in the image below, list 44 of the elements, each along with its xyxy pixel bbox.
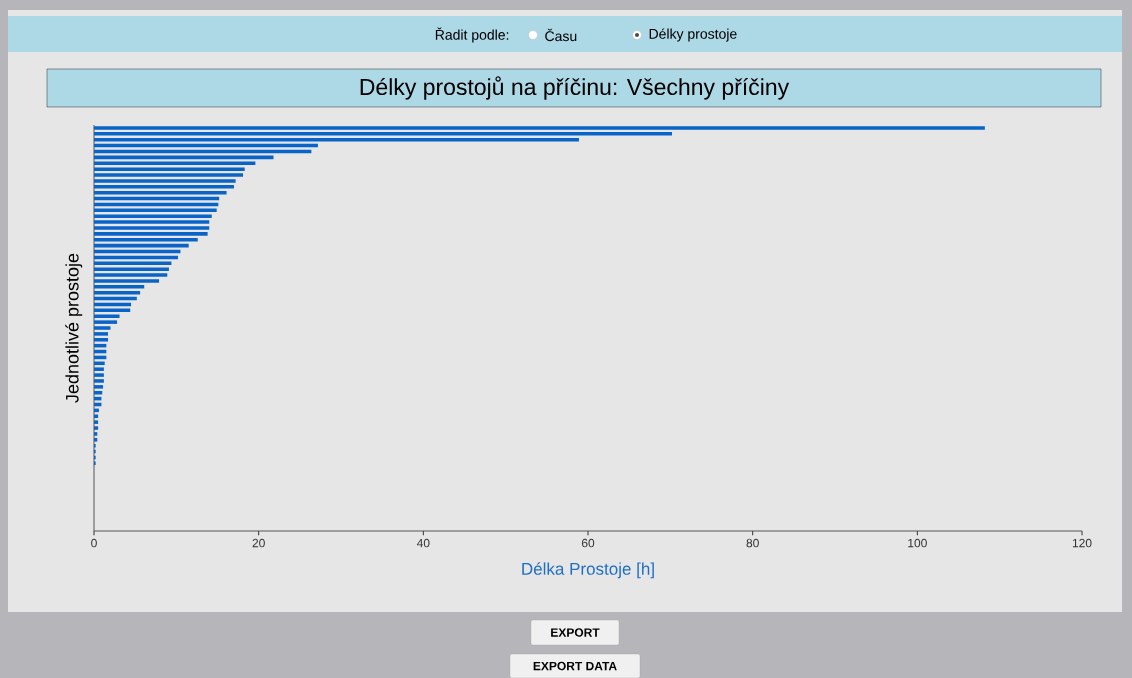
bar [94,214,212,218]
bar [94,320,118,324]
bar [94,373,104,377]
x-tick-label: 120 [1072,538,1092,548]
bar [94,332,108,336]
chart-title: Délky prostojů na příčinu: Všechny příčiny [360,76,790,100]
bar [94,161,256,165]
bar [94,326,111,330]
bar [94,337,108,342]
bar [94,314,120,318]
text: EXPORT [551,628,600,637]
bar [94,226,210,230]
bar [94,273,168,277]
bar [94,284,145,289]
x-tick-label: 0 [91,538,97,548]
x-tick-label: 100 [908,538,927,548]
y-axis-title: Jednotlivé prostoje [65,253,83,403]
bar [94,426,99,430]
bar [94,237,198,242]
x-tick-label: 40 [416,538,430,548]
bar [94,437,98,442]
text: Délky prostoje [649,28,737,42]
bar [94,232,208,236]
bar [94,184,234,189]
x-tick-label: 60 [581,538,595,548]
bar [94,179,236,183]
bar [94,279,160,283]
bar [94,220,210,224]
bar [94,420,99,424]
bar [94,432,98,436]
bar [94,267,169,271]
bar [94,126,985,130]
x-axis-title: Délka Prostoje [h] [522,562,654,579]
text: EXPORT DATA [533,661,617,671]
bar [94,379,104,383]
bar [94,367,104,371]
x-tick-label: 20 [252,538,265,548]
bar [94,384,104,389]
text: Řadit podle: [435,27,509,43]
text: Času [545,28,577,42]
bar [94,131,672,136]
bar [94,173,244,177]
bar [94,167,245,171]
x-tick-label: 80 [746,538,759,548]
